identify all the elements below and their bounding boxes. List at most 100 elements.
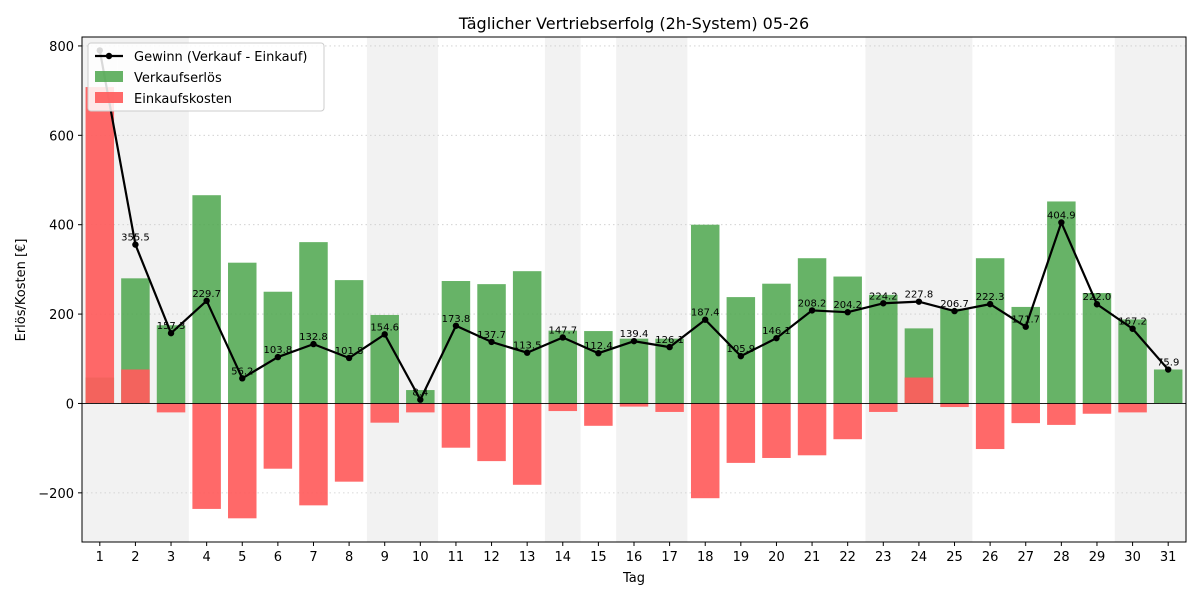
cost-bar bbox=[940, 403, 969, 408]
cost-bar bbox=[334, 403, 364, 482]
cost-bar bbox=[1047, 403, 1076, 425]
profit-point bbox=[666, 343, 673, 351]
x-tick-label: 30 bbox=[1124, 550, 1141, 565]
profit-point bbox=[239, 375, 246, 382]
x-tick-label: 5 bbox=[238, 550, 246, 565]
x-tick-label: 27 bbox=[1017, 550, 1034, 565]
profit-point bbox=[1164, 366, 1172, 373]
sales-bar bbox=[869, 294, 898, 404]
profit-value-label: 222.0 bbox=[1083, 292, 1112, 303]
weekend-shading-layer bbox=[82, 37, 1186, 542]
sales-bar bbox=[619, 338, 649, 404]
profit-point bbox=[274, 353, 282, 361]
sales-bar bbox=[1118, 319, 1147, 404]
y-tick-label: 0 bbox=[66, 397, 74, 412]
sales-bar bbox=[1082, 293, 1112, 404]
sales-bar bbox=[690, 224, 720, 404]
profit-point bbox=[844, 309, 851, 316]
x-tick-label: 10 bbox=[412, 550, 429, 565]
weekend-shade bbox=[865, 37, 902, 542]
x-tick-label: 22 bbox=[839, 550, 856, 565]
weekend-shade bbox=[901, 37, 937, 542]
weekend-shade bbox=[936, 37, 973, 542]
cost-bar bbox=[85, 87, 115, 404]
cost-bar bbox=[370, 403, 399, 423]
x-tick-label: 11 bbox=[448, 550, 465, 565]
cost-bar bbox=[1011, 403, 1040, 424]
profit-value-label: 132.8 bbox=[299, 332, 328, 343]
profit-value-label: 147.7 bbox=[548, 325, 577, 336]
legend: Gewinn (Verkauf - Einkauf) Verkaufserlös E… bbox=[87, 42, 325, 112]
chart-title: Täglicher Vertriebserfolg (2h-System) 05… bbox=[458, 14, 809, 33]
profit-value-label: 229.7 bbox=[192, 289, 221, 300]
x-tick-label: 21 bbox=[804, 550, 821, 565]
x-tick-label: 8 bbox=[345, 550, 353, 565]
sales-bar bbox=[975, 258, 1005, 404]
axis-ticks-layer: 1 2 3 4 5 6 7 8 9 10 11 12 13 14 15 16 17 18 19 20 21 22 23 24 2… bbox=[38, 40, 1176, 565]
weekend-shade bbox=[544, 37, 581, 542]
profit-point bbox=[1058, 219, 1065, 226]
y-tick-label: 200 bbox=[49, 308, 74, 323]
sales-bar bbox=[228, 262, 257, 404]
sales-bar bbox=[263, 291, 293, 404]
profit-value-label: 157.3 bbox=[157, 321, 186, 332]
profit-value-label: 137.7 bbox=[477, 330, 506, 341]
cost-bar bbox=[833, 403, 862, 440]
x-tick-label: 6 bbox=[274, 550, 282, 565]
x-tick-label: 9 bbox=[381, 550, 389, 565]
weekend-shade bbox=[651, 37, 688, 542]
cost-bar bbox=[619, 403, 649, 407]
legend-sales-swatch bbox=[95, 71, 123, 82]
profit-point bbox=[630, 337, 638, 345]
sales-bar bbox=[512, 271, 542, 404]
profit-value-label: 227.8 bbox=[905, 290, 934, 301]
profit-value-label: 154.6 bbox=[370, 322, 399, 333]
profit-point bbox=[880, 300, 887, 307]
profit-point bbox=[203, 297, 210, 305]
y-tick-label: −200 bbox=[38, 487, 74, 502]
x-tick-label: 12 bbox=[483, 550, 500, 565]
weekend-shade bbox=[1114, 37, 1151, 542]
legend-label: Gewinn (Verkauf - Einkauf) bbox=[134, 50, 307, 65]
sales-bar bbox=[156, 325, 186, 404]
cost-bar bbox=[512, 403, 542, 485]
profit-value-label: 112.4 bbox=[584, 341, 613, 352]
profit-point bbox=[808, 307, 816, 314]
profit-point bbox=[986, 300, 994, 308]
legend-box bbox=[87, 42, 325, 112]
profit-point bbox=[488, 338, 495, 346]
x-tick-label: 1 bbox=[96, 550, 104, 565]
x-tick-label: 17 bbox=[661, 550, 678, 565]
y-tick-label: 600 bbox=[49, 129, 74, 144]
profit-point bbox=[1129, 325, 1136, 332]
cost-bar bbox=[477, 403, 506, 462]
y-tick-label: 400 bbox=[49, 219, 74, 234]
sales-bar bbox=[1011, 306, 1040, 404]
profit-value-label: 113.5 bbox=[513, 341, 542, 352]
profit-value-label: 105.9 bbox=[727, 344, 756, 355]
x-tick-label: 3 bbox=[167, 550, 175, 565]
sales-bar bbox=[299, 242, 328, 404]
cost-bar bbox=[441, 403, 471, 448]
profit-point bbox=[595, 350, 602, 357]
sales-bar bbox=[334, 280, 364, 404]
x-tick-label: 2 bbox=[131, 550, 139, 565]
x-tick-label: 25 bbox=[946, 550, 963, 565]
profit-value-label: 126.1 bbox=[655, 335, 684, 346]
sales-bar bbox=[441, 281, 471, 404]
profit-value-label: 355.5 bbox=[121, 233, 150, 244]
profit-value-label: 56.2 bbox=[231, 366, 253, 377]
x-tick-label: 14 bbox=[555, 550, 572, 565]
x-tick-label: 16 bbox=[626, 550, 643, 565]
profit-value-label: 146.1 bbox=[762, 326, 791, 337]
x-tick-label: 19 bbox=[733, 550, 750, 565]
profit-value-label: 206.7 bbox=[940, 299, 969, 310]
cost-bar bbox=[726, 403, 756, 463]
cost-bar bbox=[762, 403, 791, 458]
cost-bar bbox=[869, 403, 898, 412]
cost-bar bbox=[1118, 403, 1147, 413]
sales-bar bbox=[1153, 369, 1183, 404]
cost-bar bbox=[655, 403, 684, 412]
